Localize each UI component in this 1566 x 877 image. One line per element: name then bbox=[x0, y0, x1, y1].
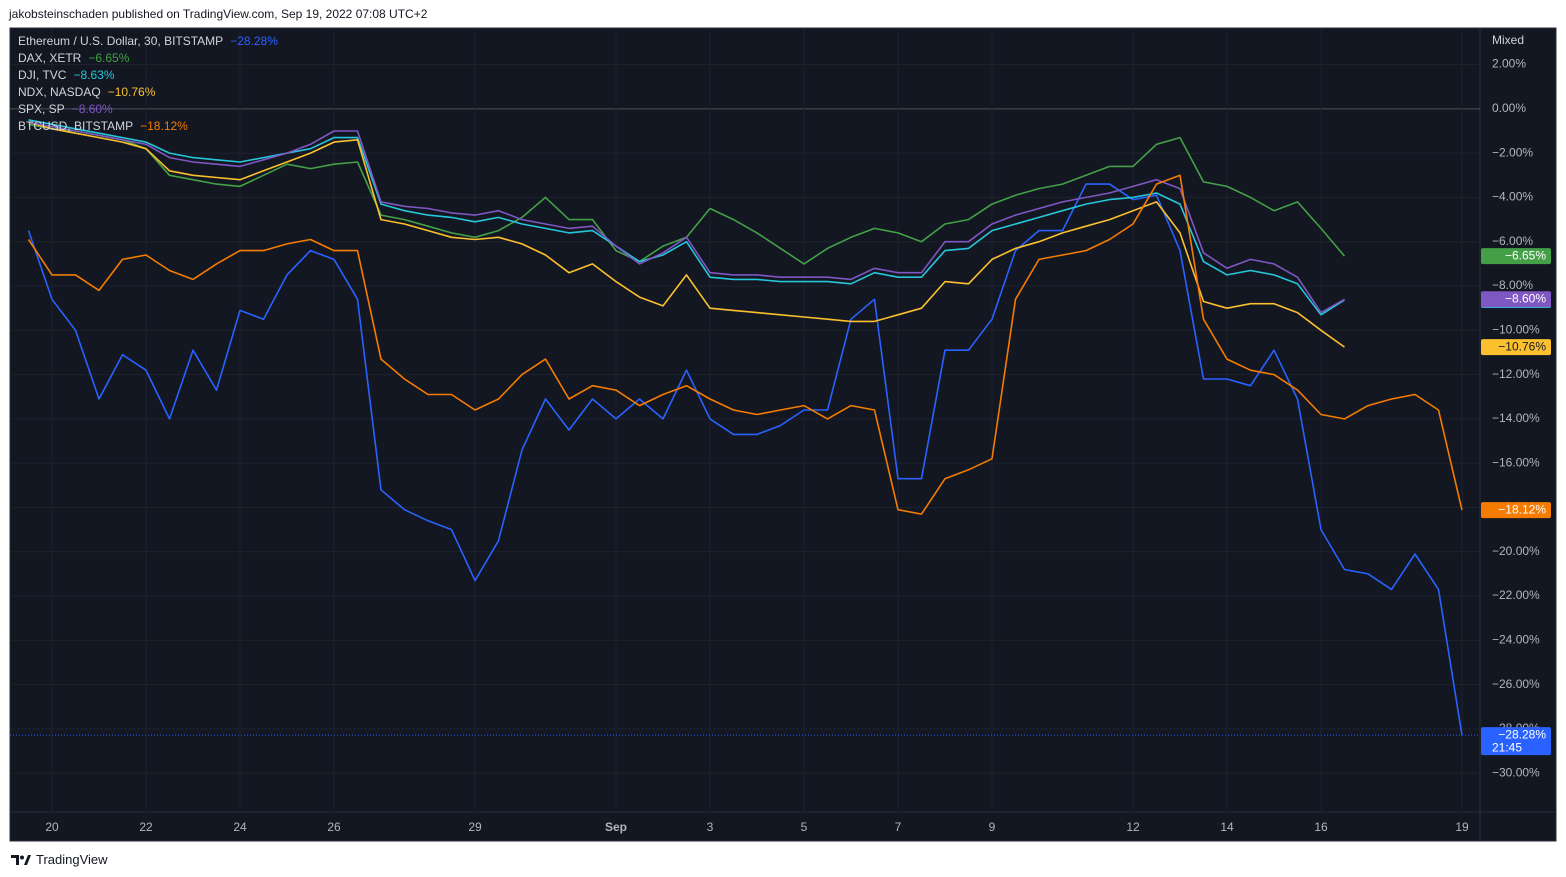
x-tick-label: 14 bbox=[1220, 820, 1234, 834]
y-tick-label: −2.00% bbox=[1492, 145, 1533, 159]
price-badge-label: −18.12% bbox=[1498, 502, 1546, 516]
y-tick-label: −10.00% bbox=[1492, 322, 1540, 336]
y-tick-label: −4.00% bbox=[1492, 190, 1533, 204]
x-tick-label: 19 bbox=[1455, 820, 1469, 834]
y-tick-label: −22.00% bbox=[1492, 588, 1540, 602]
legend-value: −18.12% bbox=[140, 119, 188, 133]
legend-name: BTCUSD, BITSTAMP bbox=[18, 119, 133, 133]
brand-logo bbox=[11, 854, 31, 865]
legend-value: −8.63% bbox=[73, 68, 114, 82]
x-tick-label: 9 bbox=[989, 820, 996, 834]
y-tick-label: −14.00% bbox=[1492, 411, 1540, 425]
footer: TradingView bbox=[10, 852, 108, 867]
legend-value: −10.76% bbox=[108, 85, 156, 99]
price-badge bbox=[1481, 248, 1551, 265]
legend-name: DAX, XETR bbox=[18, 51, 82, 65]
price-badge bbox=[1481, 727, 1551, 756]
legend-value: −6.65% bbox=[88, 51, 129, 65]
legend-value: −8.60% bbox=[72, 102, 113, 116]
y-tick-label: −30.00% bbox=[1492, 765, 1540, 779]
series-line bbox=[28, 121, 1345, 314]
legend-name: NDX, NASDAQ bbox=[18, 85, 101, 99]
y-tick-label: 2.00% bbox=[1492, 57, 1526, 71]
brand-name: TradingView bbox=[36, 852, 108, 867]
chart-background bbox=[9, 27, 1557, 842]
publish-info: jakobsteinschaden published on TradingVi… bbox=[9, 7, 428, 21]
x-tick-label: 29 bbox=[468, 820, 482, 834]
y-tick-label: −12.00% bbox=[1492, 367, 1540, 381]
y-tick-label: −8.00% bbox=[1492, 278, 1533, 292]
series-line bbox=[28, 121, 1345, 348]
x-tick-label: 22 bbox=[139, 820, 153, 834]
price-badge-label: −8.60% bbox=[1505, 291, 1546, 305]
x-tick-label: 7 bbox=[895, 820, 902, 834]
price-countdown: 21:45 bbox=[1492, 740, 1522, 754]
legend-name: SPX, SP bbox=[18, 102, 65, 116]
y-tick-label: −6.00% bbox=[1492, 234, 1533, 248]
y-tick-label: −24.00% bbox=[1492, 633, 1540, 647]
x-tick-label: 3 bbox=[707, 820, 714, 834]
x-tick-label: 26 bbox=[327, 820, 341, 834]
x-tick-label: 16 bbox=[1314, 820, 1328, 834]
grid bbox=[10, 28, 1480, 812]
scale-mode: Mixed bbox=[1492, 33, 1524, 47]
price-badge bbox=[1481, 339, 1551, 356]
price-badge bbox=[1481, 291, 1551, 308]
x-tick-label: 24 bbox=[233, 820, 247, 834]
legend-name: DJI, TVC bbox=[18, 68, 67, 82]
series-line bbox=[27, 183, 1463, 736]
y-tick-label: −26.00% bbox=[1492, 677, 1540, 691]
series-line bbox=[27, 174, 1463, 515]
y-tick-label: −16.00% bbox=[1492, 455, 1540, 469]
x-tick-label: 5 bbox=[801, 820, 808, 834]
chart: Mixed 2.00% 0.00% −2.00% −4.00% −6.00% −8.00%… bbox=[9, 27, 1557, 842]
price-badge-label: −6.65% bbox=[1505, 248, 1546, 262]
legend-name: Ethereum / U.S. Dollar, 30, BITSTAMP bbox=[18, 34, 223, 48]
x-tick-label: 20 bbox=[45, 820, 59, 834]
legend-value: −28.28% bbox=[230, 34, 278, 48]
price-badge-label: −28.28% bbox=[1498, 727, 1546, 741]
price-badge bbox=[1481, 502, 1551, 519]
series-line bbox=[28, 119, 1345, 316]
y-tick-label: 0.00% bbox=[1492, 101, 1526, 115]
x-tick-label: Sep bbox=[605, 820, 627, 834]
y-tick-label: −20.00% bbox=[1492, 544, 1540, 558]
price-badge-label: −10.76% bbox=[1498, 339, 1546, 353]
x-tick-label: 12 bbox=[1126, 820, 1140, 834]
